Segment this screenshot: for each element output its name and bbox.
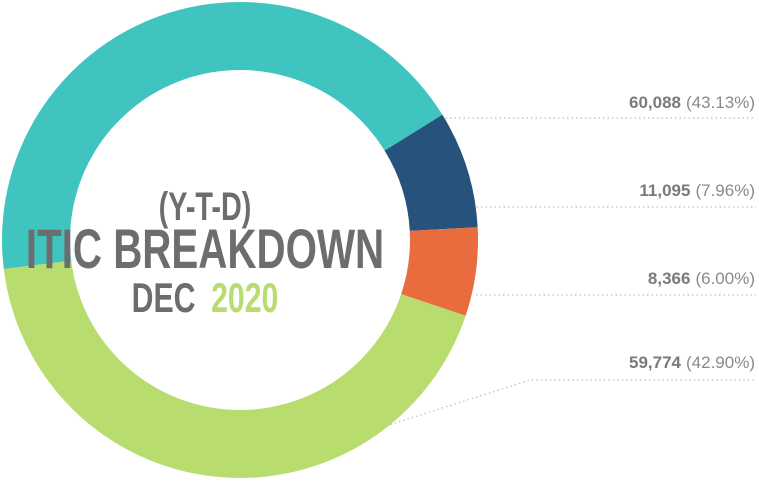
donut (2, 1, 478, 479)
donut-segment (384, 114, 478, 231)
value-label: 8,366 (6.00%) (648, 269, 755, 288)
value-number: 59,774 (629, 353, 682, 372)
center-title: (Y-T-D) ITIC BREAKDOWN DEC 2020 (26, 184, 384, 321)
value-percent: (7.96%) (695, 181, 755, 200)
value-label: 59,774 (42.90%) (629, 353, 755, 372)
value-label: 60,088 (43.13%) (629, 93, 755, 112)
leader-lines (385, 117, 756, 427)
leader-line (385, 379, 756, 427)
value-number: 11,095 (639, 181, 690, 200)
value-percent: (43.13%) (686, 93, 755, 112)
value-label: 11,095 (7.96%) (639, 181, 755, 200)
labels: 60,088 (43.13%) 11,095 (7.96%) 8,366 (6.00%) 5… (629, 93, 755, 372)
donut-segment (3, 260, 466, 479)
value-number: 60,088 (629, 93, 681, 112)
value-percent: (6.00%) (695, 269, 755, 288)
title-line: (Y-T-D) (159, 184, 252, 229)
title-line: ITIC BREAKDOWN (26, 219, 384, 281)
donut-segment (401, 227, 478, 316)
value-percent: (42.90%) (686, 353, 755, 372)
donut-segment (2, 1, 443, 270)
value-number: 8,366 (648, 269, 691, 288)
subtitle-part: DEC (132, 274, 196, 321)
subtitle-part: 2020 (211, 274, 278, 321)
subtitle: DEC 2020 (132, 274, 279, 321)
